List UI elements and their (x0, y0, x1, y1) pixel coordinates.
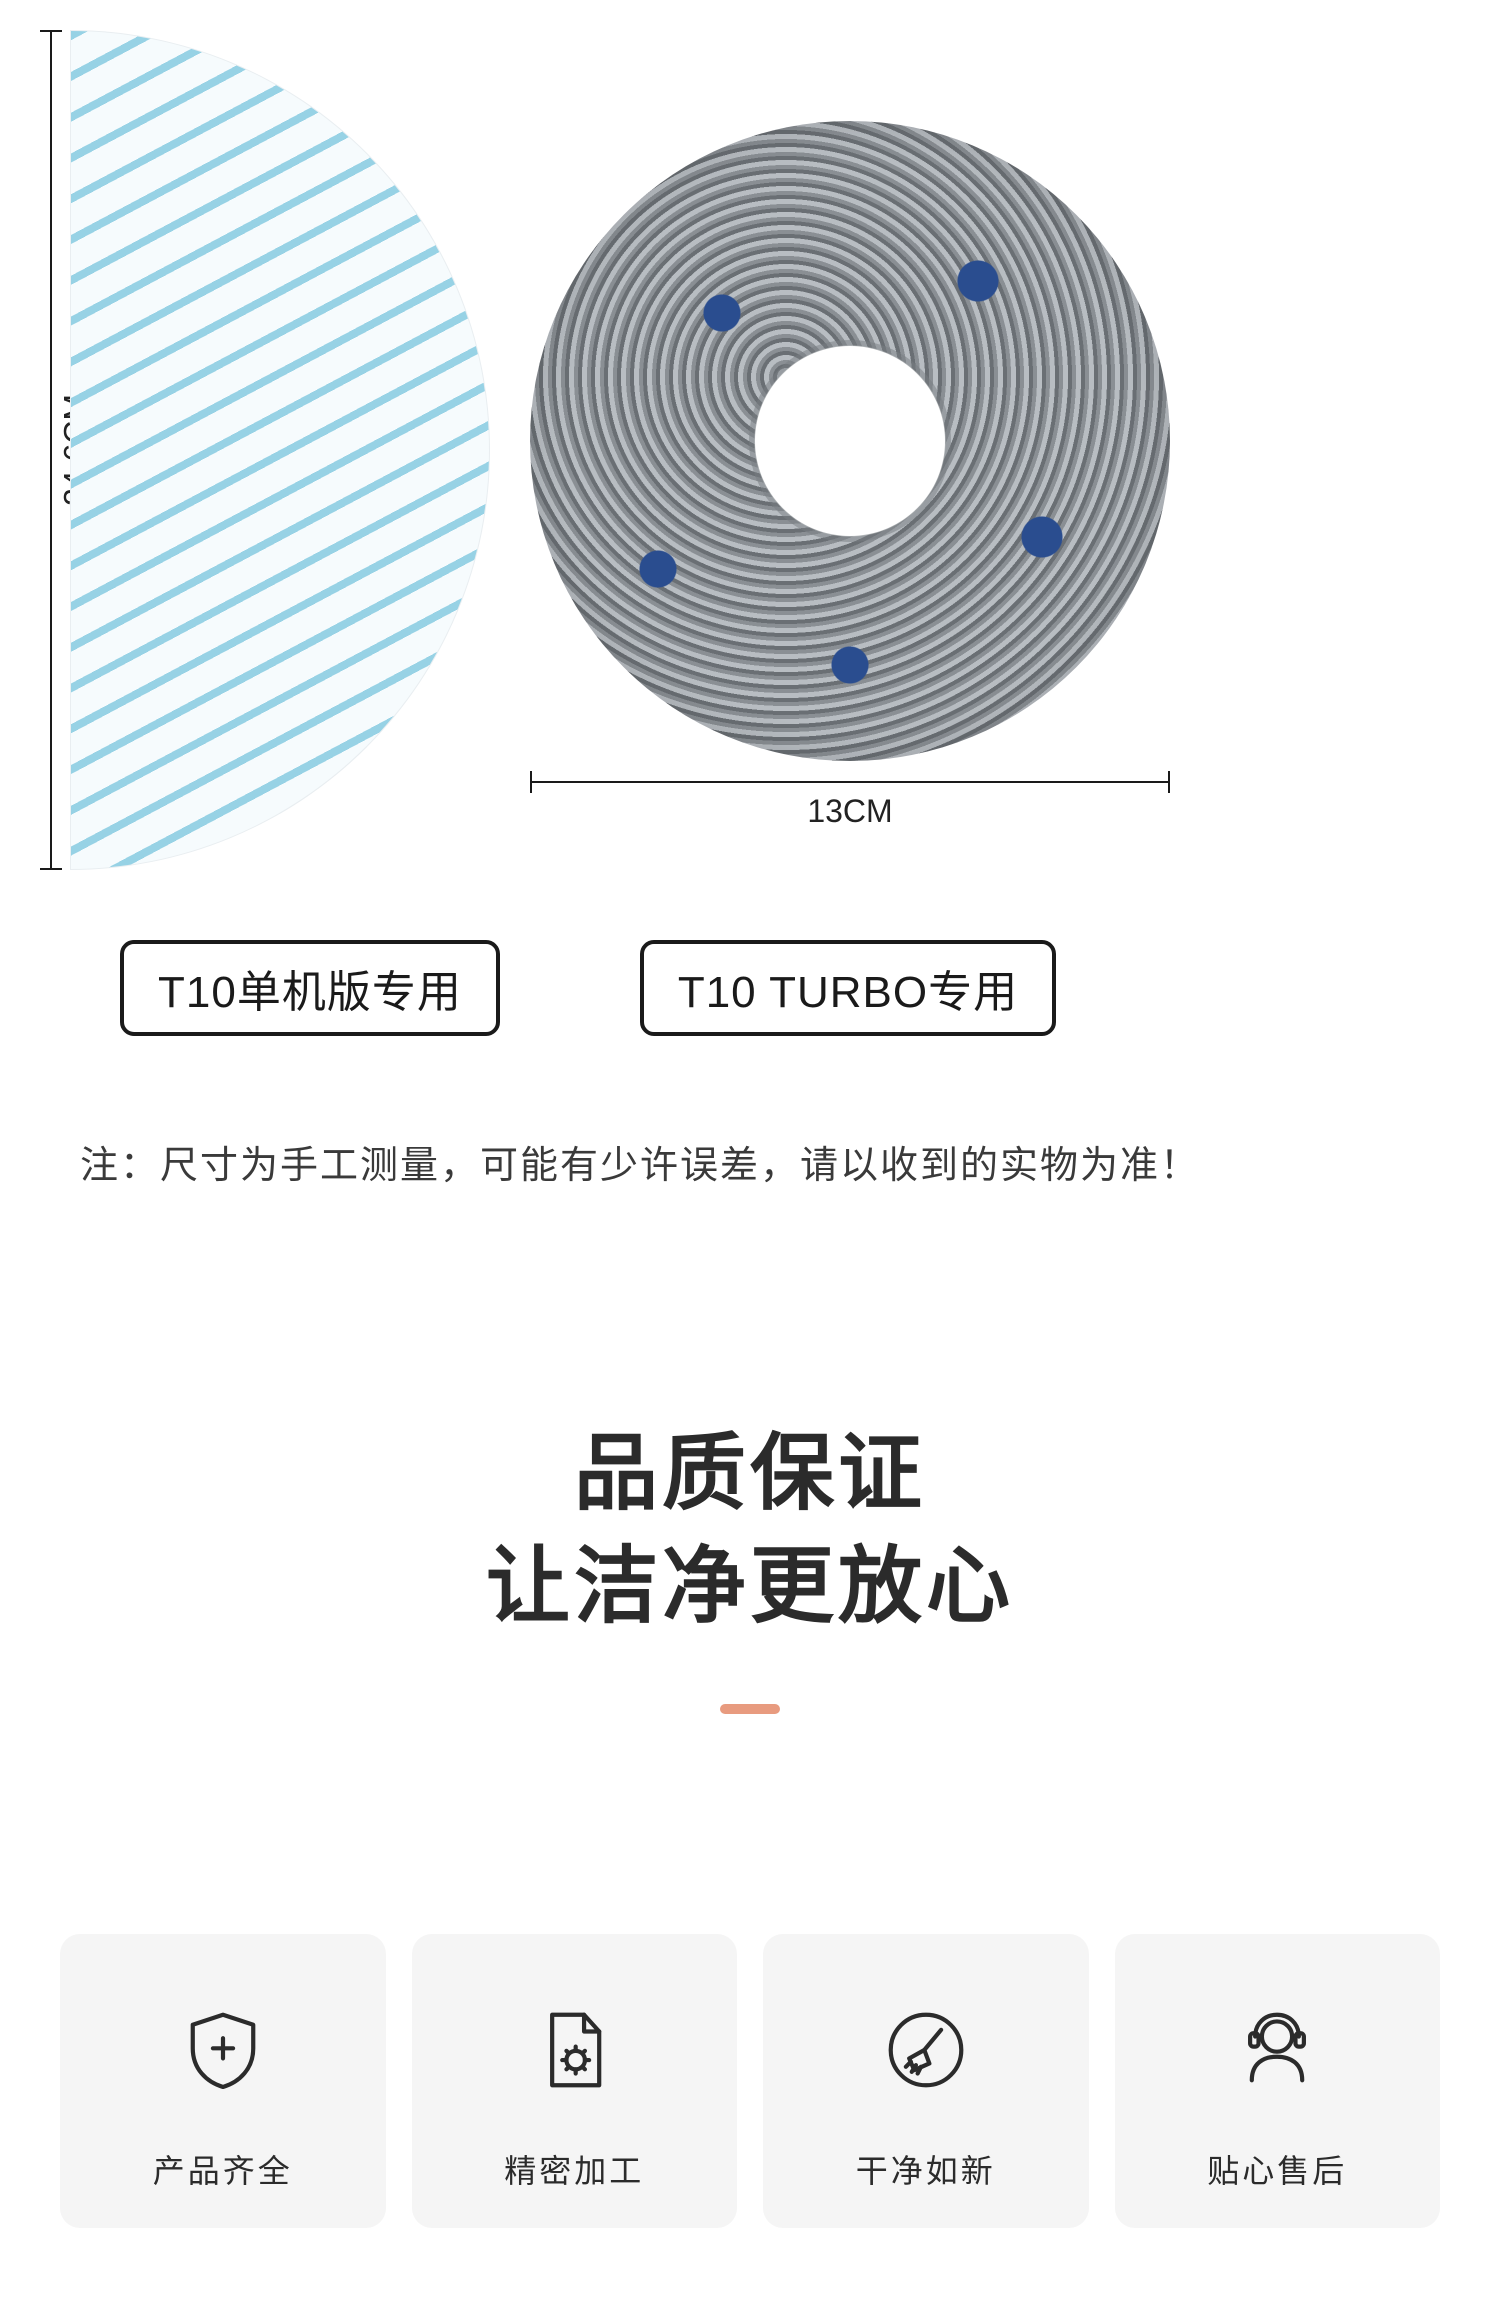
horizontal-measure: 13CM (530, 781, 1170, 830)
sweep-icon (880, 2004, 972, 2096)
round-mop-pad-image (530, 121, 1170, 761)
product-tag-left: T10单机版专用 (120, 940, 500, 1036)
feature-card-precision: 精密加工 (412, 1934, 738, 2228)
vertical-measure-line (50, 30, 52, 870)
hero-line-1: 品质保证 (0, 1417, 1500, 1530)
hero-divider (720, 1704, 780, 1714)
feature-label: 贴心售后 (1207, 2146, 1347, 2192)
horizontal-measure-line (530, 781, 1170, 783)
flat-mop-pad-image (70, 30, 490, 870)
headset-icon (1231, 2004, 1323, 2096)
product-tag-right: T10 TURBO专用 (640, 940, 1056, 1036)
hero-line-2: 让洁净更放心 (0, 1530, 1500, 1643)
feature-card-products: 产品齐全 (60, 1934, 386, 2228)
shield-plus-icon (177, 2004, 269, 2096)
product-right-group: 13CM (530, 121, 1170, 830)
horizontal-measure-label: 13CM (807, 793, 892, 830)
vertical-measure: 24.6CM (50, 30, 52, 870)
feature-label: 干净如新 (856, 2146, 996, 2192)
feature-card-service: 贴心售后 (1115, 1934, 1441, 2228)
feature-label: 产品齐全 (153, 2146, 293, 2192)
product-left-group: 24.6CM (50, 30, 490, 870)
file-gear-icon (528, 2004, 620, 2096)
hero-section: 品质保证 让洁净更放心 (0, 1417, 1500, 1714)
product-tags-row: T10单机版专用 T10 TURBO专用 (50, 940, 1450, 1036)
feature-card-clean: 干净如新 (763, 1934, 1089, 2228)
hero-title: 品质保证 让洁净更放心 (0, 1417, 1500, 1644)
product-row: 24.6CM 13CM (50, 30, 1450, 870)
product-dimensions-section: 24.6CM 13CM T10单机版专用 T10 TURBO专用 注：尺寸为手工… (0, 0, 1500, 1237)
measurement-note: 注：尺寸为手工测量，可能有少许误差，请以收到的实物为准！ (50, 1136, 1450, 1197)
features-row: 产品齐全 精密加工 干净如新 (0, 1934, 1500, 2268)
feature-label: 精密加工 (504, 2146, 644, 2192)
